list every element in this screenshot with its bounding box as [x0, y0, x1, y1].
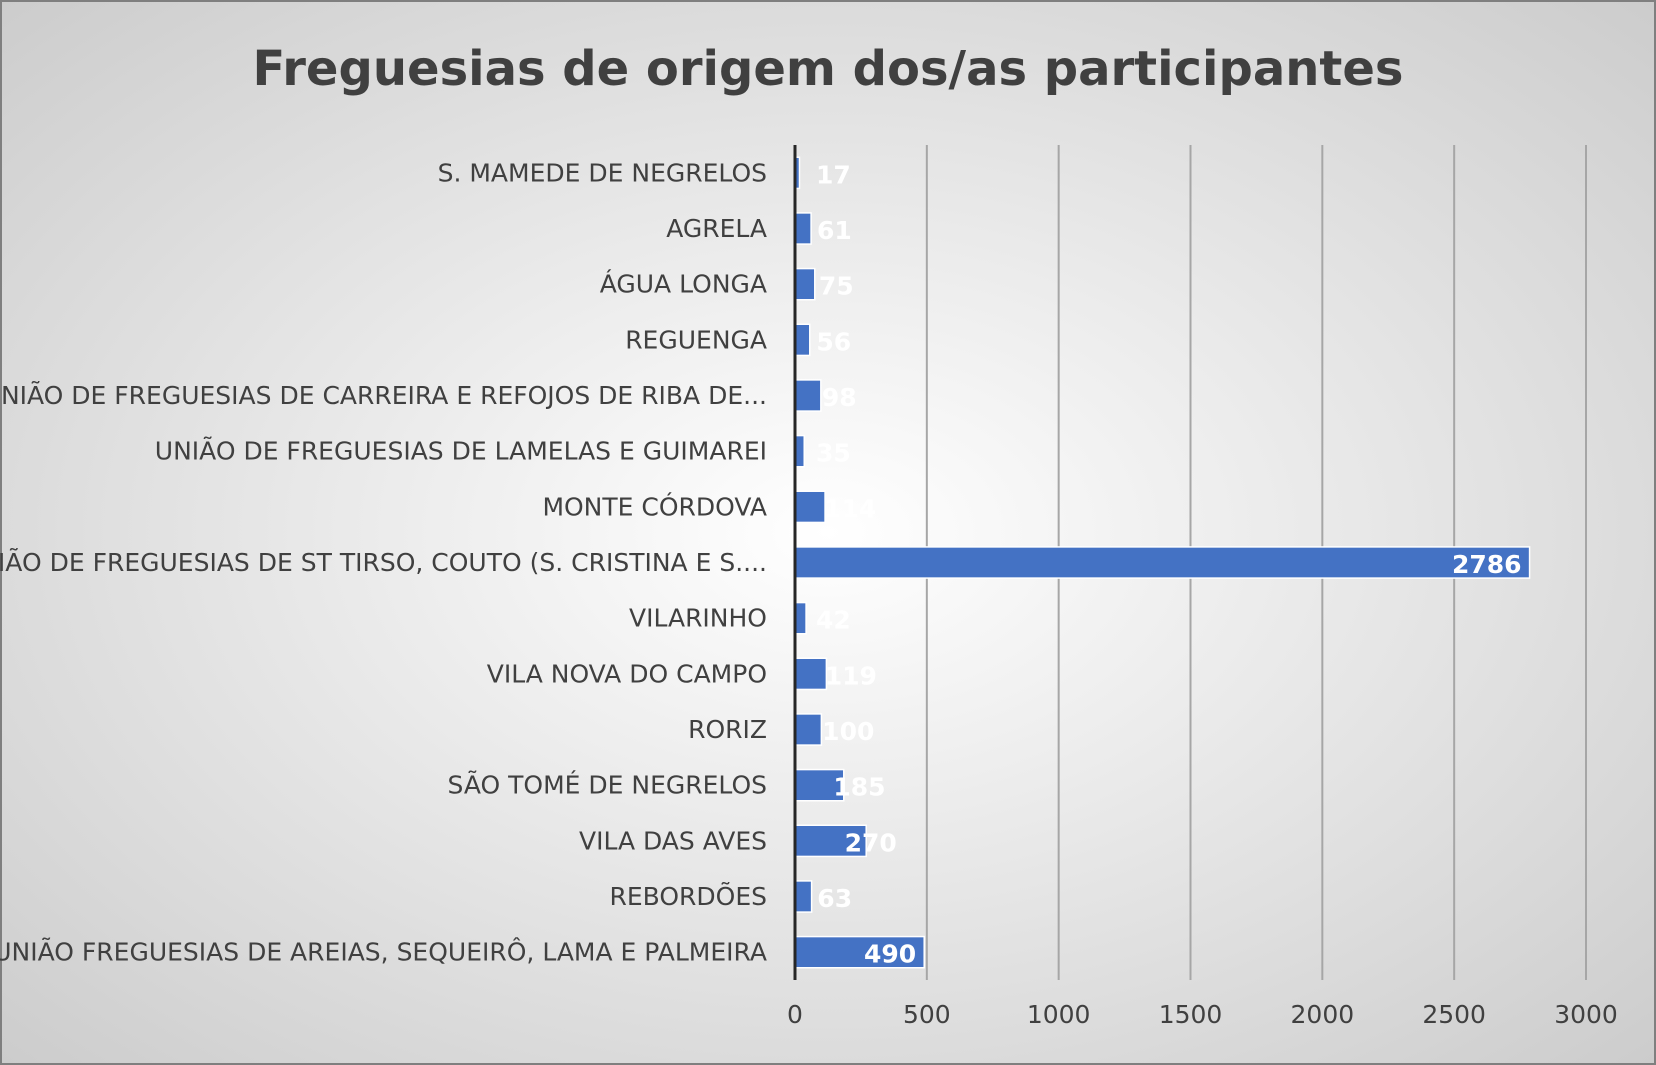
category-label: RORIZ	[688, 715, 767, 744]
bar	[794, 490, 826, 524]
bar	[794, 935, 925, 969]
x-tick-label: 3000	[1554, 1000, 1618, 1029]
bar	[794, 323, 811, 357]
bar	[794, 267, 816, 301]
bar	[794, 768, 845, 802]
category-label: VILARINHO	[629, 604, 767, 633]
x-tick-label: 2500	[1422, 1000, 1486, 1029]
data-label: 17	[816, 160, 851, 189]
data-label: 56	[816, 327, 851, 356]
x-tick-label: 500	[903, 1000, 951, 1029]
x-tick-label: 1000	[1027, 1000, 1091, 1029]
bar	[794, 601, 807, 635]
bar	[794, 379, 822, 412]
data-label: 42	[816, 606, 851, 635]
bar	[794, 657, 828, 691]
data-label: 100	[822, 717, 874, 746]
x-axis-tick-labels: 0 500 1000 1500 2000 2500 3000	[787, 1000, 1618, 1029]
bar	[794, 212, 812, 245]
data-label: 490	[864, 940, 916, 969]
category-label: REGUENGA	[625, 325, 767, 354]
data-label: 98	[822, 383, 857, 412]
data-label: 75	[819, 272, 854, 301]
category-label: S. MAMEDE DE NEGRELOS	[438, 158, 767, 187]
category-label: UNIÃO DE FREGUESIAS DE ST TIRSO, COUTO (…	[0, 547, 767, 577]
bars	[794, 156, 1531, 969]
data-label: 114	[824, 494, 876, 523]
data-label: 2786	[1452, 550, 1522, 579]
bar	[794, 546, 1531, 579]
data-label: 35	[816, 439, 851, 468]
category-label: REBORDÕES	[609, 881, 767, 911]
x-tick-label: 0	[787, 1000, 803, 1029]
category-label: VILA DAS AVES	[579, 826, 767, 855]
data-label: 119	[825, 661, 877, 690]
category-label: UNIÃO DE FREGUESIAS DE CARREIRA E REFOJO…	[0, 380, 767, 410]
x-tick-label: 1500	[1159, 1000, 1223, 1029]
data-labels: 17 61 75 56 98 35 114 2786 42 119 100 185 270 63 490	[816, 160, 1522, 968]
bar	[794, 713, 823, 746]
data-label: 61	[817, 216, 852, 245]
category-label: SÃO TOMÉ DE NEGRELOS	[448, 770, 768, 800]
category-label: VILA NOVA DO CAMPO	[487, 659, 767, 688]
category-label: UNIÃO DE FREGUESIAS DE LAMELAS E GUIMARE…	[155, 436, 767, 466]
category-label: MONTE CÓRDOVA	[542, 491, 767, 521]
category-label: ÁGUA LONGA	[600, 270, 767, 299]
category-label: AGRELA	[666, 214, 767, 243]
category-labels: S. MAMEDE DE NEGRELOS AGRELA ÁGUA LONGA REG…	[0, 158, 767, 966]
chart-title: Freguesias de origem dos/as participante…	[253, 41, 1404, 97]
data-label: 185	[833, 773, 885, 802]
bar	[794, 880, 813, 913]
x-tick-label: 2000	[1291, 1000, 1355, 1029]
category-label: UNIÃO FREGUESIAS DE AREIAS, SEQUEIRÔ, LA…	[0, 937, 767, 967]
data-label: 270	[845, 828, 897, 857]
data-label: 63	[817, 884, 852, 913]
